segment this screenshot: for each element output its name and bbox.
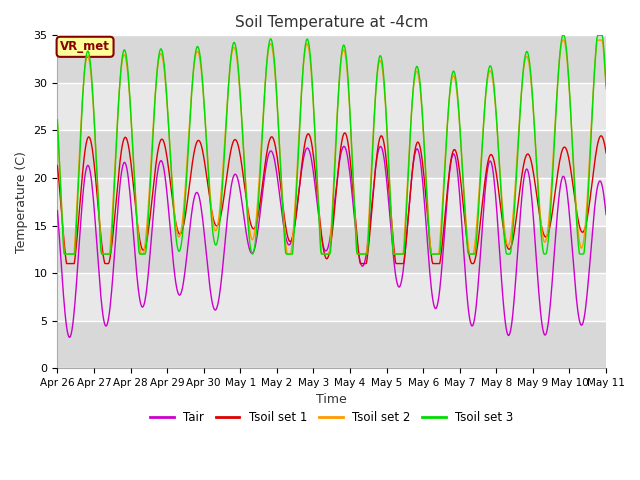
Bar [58, 36, 606, 83]
Bar [58, 226, 606, 273]
Bar [58, 83, 606, 131]
Title: Soil Temperature at -4cm: Soil Temperature at -4cm [235, 15, 428, 30]
Bar [58, 273, 606, 321]
Bar [58, 131, 606, 178]
Legend: Tair, Tsoil set 1, Tsoil set 2, Tsoil set 3: Tair, Tsoil set 1, Tsoil set 2, Tsoil se… [145, 407, 518, 429]
Y-axis label: Temperature (C): Temperature (C) [15, 151, 28, 252]
X-axis label: Time: Time [316, 394, 347, 407]
Bar [58, 321, 606, 368]
Text: VR_met: VR_met [60, 40, 110, 53]
Bar [58, 178, 606, 226]
